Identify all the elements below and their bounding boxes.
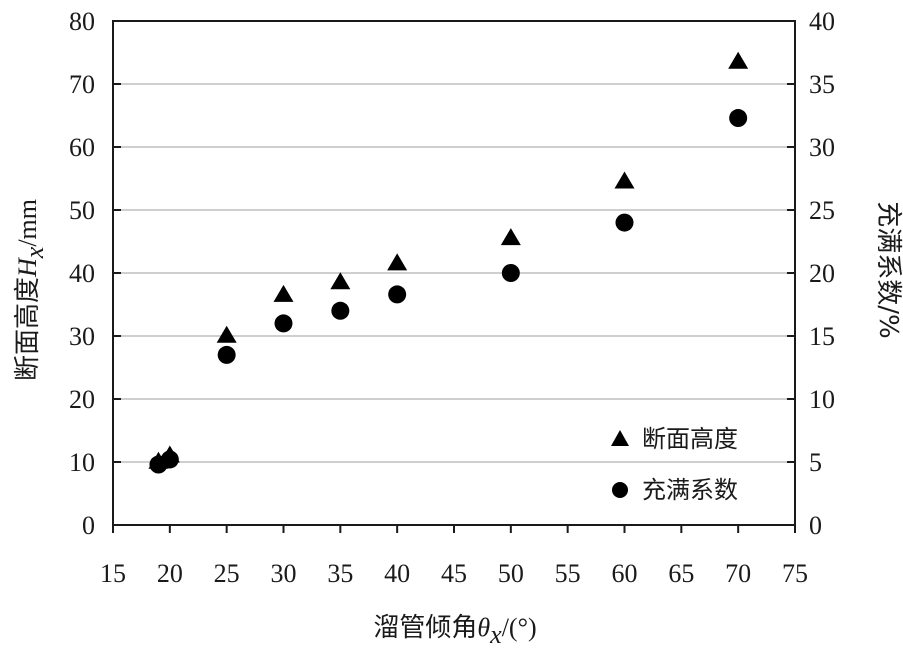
fill-coefficient-point	[388, 285, 407, 304]
fill-coefficient-point	[274, 314, 293, 333]
left-y-axis-title-prefix: 断面高度	[13, 277, 43, 381]
x-tick-label: 20	[157, 559, 183, 588]
left-y-axis-ticks: 0 10 20 30 40 50 60 70 80	[69, 7, 121, 540]
left-y-axis-title-symbol: H	[13, 257, 42, 278]
x-tick-label: 55	[555, 559, 581, 588]
left-y-axis-title: 断面高度Hx/mm	[13, 199, 49, 381]
x-tick-label: 50	[498, 559, 524, 588]
fill-coefficient-point	[160, 450, 179, 469]
x-tick-label: 60	[612, 559, 638, 588]
x-axis-title-subscript: x	[489, 620, 502, 649]
height-point	[216, 325, 237, 343]
x-tick-label: 25	[214, 559, 240, 588]
height-point	[273, 284, 294, 302]
gridlines	[113, 83, 795, 463]
legend-label-fill: 充满系数	[642, 476, 738, 504]
legend-label-height: 断面高度	[642, 425, 738, 453]
height-point	[500, 228, 521, 246]
left-y-tick-label: 60	[69, 133, 95, 162]
right-y-tick-label: 30	[809, 133, 835, 162]
left-y-axis-title-subscript: x	[20, 246, 49, 259]
height-point	[728, 51, 749, 69]
right-y-tick-label: 40	[809, 7, 835, 36]
data-marks	[148, 51, 749, 474]
x-tick-label: 40	[384, 559, 410, 588]
right-y-tick-label: 25	[809, 196, 835, 225]
right-y-tick-label: 10	[809, 385, 835, 414]
left-y-tick-label: 70	[69, 70, 95, 99]
left-y-tick-label: 30	[69, 322, 95, 351]
right-y-axis-title: 充满系数/%	[873, 201, 903, 338]
x-tick-label: 45	[441, 559, 467, 588]
left-y-axis-title-suffix: /mm	[13, 199, 42, 247]
x-tick-label: 75	[782, 559, 808, 588]
right-y-tick-label: 20	[809, 259, 835, 288]
legend-triangle-marker	[611, 430, 629, 446]
right-y-tick-label: 0	[809, 511, 822, 540]
fill-coefficient-point	[615, 213, 634, 232]
left-y-tick-label: 50	[69, 196, 95, 225]
x-axis-title-suffix: /(°)	[502, 613, 537, 642]
x-axis-title-symbol: θ	[477, 613, 490, 642]
x-axis-title-prefix: 溜管倾角	[373, 613, 477, 643]
left-y-tick-label: 0	[82, 511, 95, 540]
height-point	[387, 253, 408, 271]
x-tick-label: 15	[100, 559, 126, 588]
fill-coefficient-point	[217, 345, 236, 364]
x-axis-title: 溜管倾角θx/(°)	[373, 613, 536, 649]
fill-coefficient-point	[501, 264, 520, 282]
x-tick-label: 30	[271, 559, 297, 588]
left-y-tick-label: 20	[69, 385, 95, 414]
left-y-tick-label: 40	[69, 259, 95, 288]
left-y-tick-label: 80	[69, 7, 95, 36]
right-y-axis-ticks: 0 5 10 15 20 25 30 35 40	[787, 7, 835, 540]
left-y-tick-label: 10	[69, 448, 95, 477]
x-tick-label: 70	[725, 559, 751, 588]
right-y-tick-label: 5	[809, 448, 822, 477]
fill-coefficient-point	[331, 301, 350, 320]
x-tick-label: 65	[668, 559, 694, 588]
right-y-tick-label: 15	[809, 322, 835, 351]
right-y-tick-label: 35	[809, 70, 835, 99]
x-axis-ticks: 15 20 25 30 35 40 45 50 55 60 65 70 75	[100, 525, 808, 588]
height-point	[614, 171, 635, 189]
legend: 断面高度 充满系数	[611, 425, 738, 504]
height-point	[330, 272, 351, 290]
fill-coefficient-point	[729, 109, 748, 128]
x-tick-label: 35	[327, 559, 353, 588]
legend-circle-marker	[612, 482, 628, 498]
